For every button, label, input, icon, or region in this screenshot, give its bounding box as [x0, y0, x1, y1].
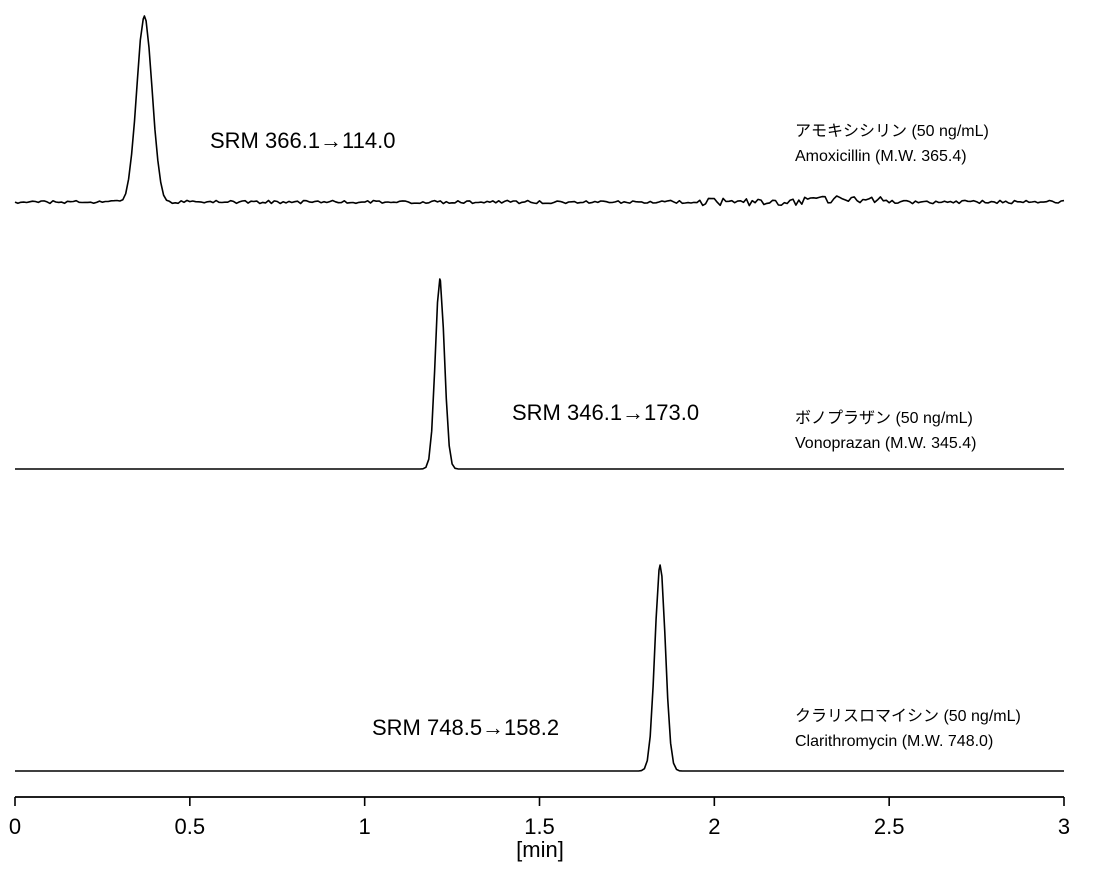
x-axis: 0 0.5 1 1.5 2 2.5 3 [min] [9, 796, 1070, 862]
trace-line-amoxicillin [14, 15, 1065, 207]
x-tick-label: 1 [359, 814, 371, 839]
srm-label-vonoprazan: SRM 346.1→173.0 [512, 400, 699, 425]
x-tick-label: 2.5 [874, 814, 905, 839]
trace-line-vonoprazan [15, 278, 1064, 470]
x-axis-ticks: 0 0.5 1 1.5 2 2.5 3 [9, 797, 1070, 839]
compound-name-en-vonoprazan: Vonoprazan (M.W. 345.4) [795, 435, 976, 452]
compound-name-ja-vonoprazan: ボノプラザン (50 ng/mL) [795, 409, 973, 427]
x-tick-label: 0 [9, 814, 21, 839]
trace-clarithromycin: SRM 748.5→158.2 クラリスロマイシン (50 ng/mL) Cla… [15, 564, 1064, 772]
trace-vonoprazan: SRM 346.1→173.0 ボノプラザン (50 ng/mL) Vonopr… [15, 278, 1064, 470]
x-tick-label: 0.5 [175, 814, 206, 839]
compound-name-en-clarithromycin: Clarithromycin (M.W. 748.0) [795, 733, 993, 750]
x-axis-title: [min] [516, 837, 564, 862]
compound-name-ja-clarithromycin: クラリスロマイシン (50 ng/mL) [795, 707, 1021, 725]
x-tick-label: 1.5 [524, 814, 555, 839]
srm-label-clarithromycin: SRM 748.5→158.2 [372, 715, 559, 740]
compound-name-ja-amoxicillin: アモキシシリン (50 ng/mL) [795, 123, 989, 140]
srm-label-amoxicillin: SRM 366.1→114.0 [210, 128, 395, 153]
trace-amoxicillin: SRM 366.1→114.0 アモキシシリン (50 ng/mL) Amoxi… [14, 15, 1065, 207]
x-tick-label: 2 [708, 814, 720, 839]
compound-name-en-amoxicillin: Amoxicillin (M.W. 365.4) [795, 148, 967, 165]
trace-line-clarithromycin [15, 564, 1064, 772]
x-tick-label: 3 [1058, 814, 1070, 839]
